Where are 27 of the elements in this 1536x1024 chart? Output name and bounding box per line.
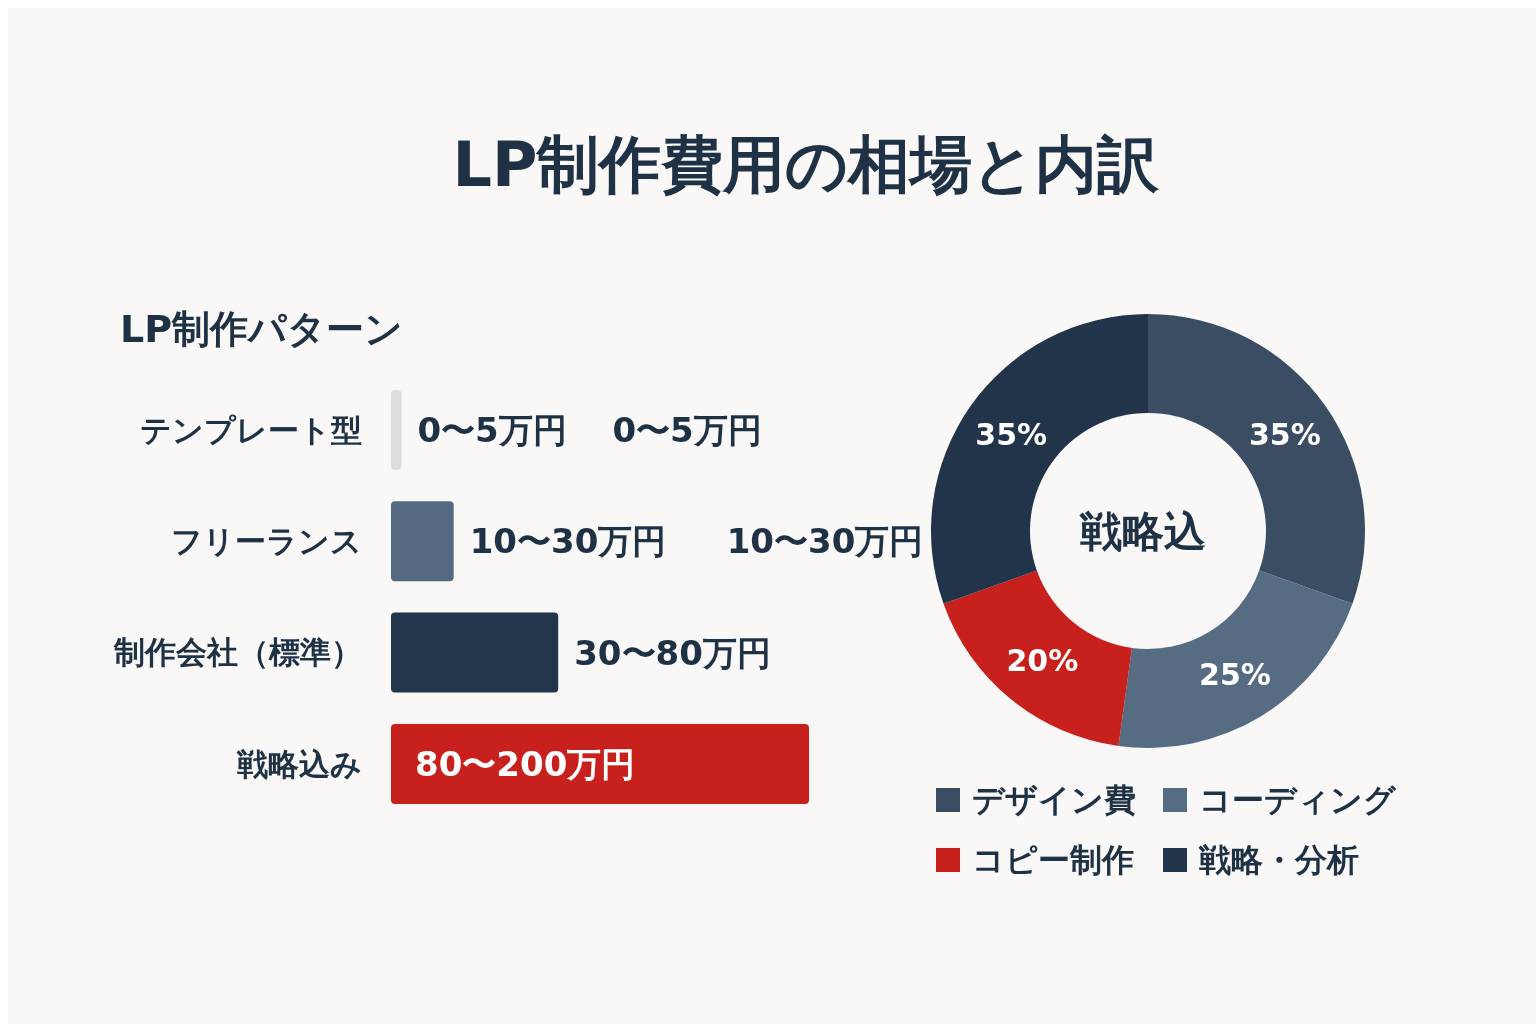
legend-label: 戦略・分析 — [1198, 841, 1359, 880]
bar — [391, 390, 402, 470]
bar — [391, 501, 454, 582]
y-tick-label: 制作会社（標準） — [113, 634, 362, 671]
legend-label: デザイン費 — [972, 781, 1136, 820]
annotation: 0〜5万円 — [612, 409, 762, 450]
data-label: 25% — [1199, 656, 1271, 692]
legend-label: コピー制作 — [972, 841, 1134, 880]
chart-subtitle: LP制作パターン — [120, 307, 404, 351]
data-label: 35% — [975, 416, 1048, 452]
chart-title: LP制作費用の相場と内訳 — [452, 128, 1161, 201]
y-tick-label: 戦略込み — [236, 745, 362, 782]
data-label: 20% — [1006, 643, 1079, 679]
annotation: 10〜30万円 — [726, 521, 924, 562]
data-label: 80〜200万円 — [415, 743, 636, 784]
legend-label: コーディング — [1199, 781, 1397, 820]
data-label: 30〜80万円 — [574, 632, 771, 673]
data-label: 35% — [1248, 416, 1321, 452]
text: 戦略込 — [1079, 506, 1206, 556]
donut-slice — [1118, 570, 1353, 748]
y-tick-label: テンプレート型 — [140, 411, 362, 448]
data-label: 0〜5万円 — [417, 409, 567, 450]
bar — [391, 612, 559, 693]
donut-slice — [943, 570, 1132, 746]
data-label: 10〜30万円 — [469, 521, 667, 562]
y-tick-label: フリーランス — [171, 523, 362, 560]
bar — [391, 723, 809, 804]
